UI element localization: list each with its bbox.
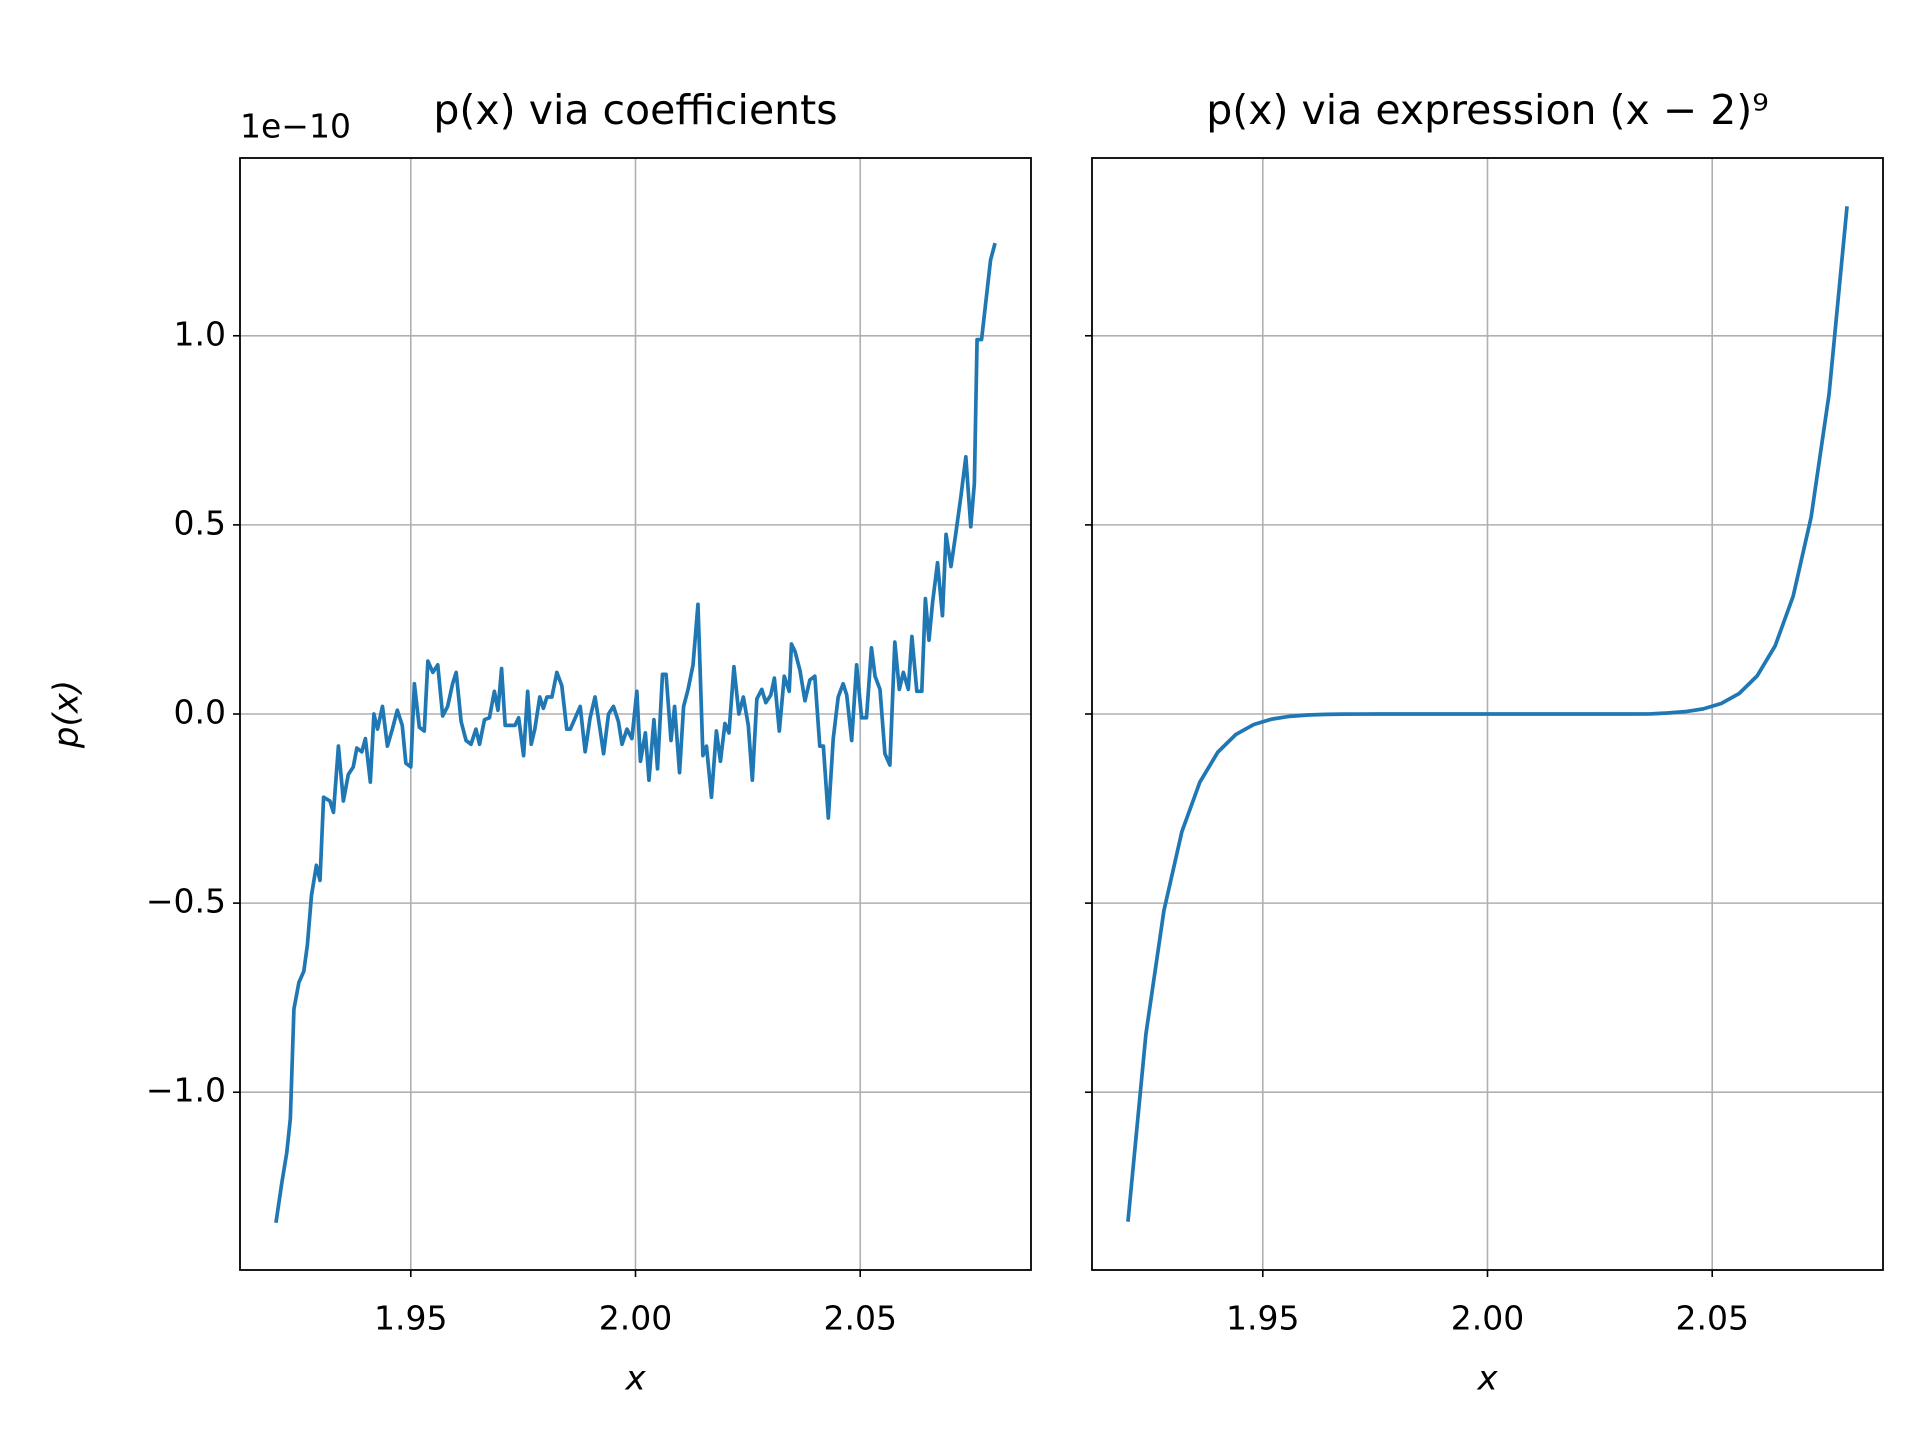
- y-offset-text: 1e−10: [240, 107, 351, 146]
- x-tick-label: 2.05: [1675, 1299, 1748, 1338]
- x-tick-label: 1.95: [374, 1299, 447, 1338]
- plot-frame: [1091, 157, 1884, 1271]
- y-axis-label: p(x): [47, 680, 87, 749]
- data-line: [274, 242, 997, 1223]
- y-tick-label: 0.0: [174, 693, 226, 732]
- y-tick-label: 0.5: [174, 503, 226, 542]
- x-tick-label: 2.00: [599, 1299, 672, 1338]
- x-axis-label: x: [1476, 1359, 1498, 1399]
- y-tick-label: −0.5: [146, 882, 226, 921]
- subplot-title: p(x) via coefficients: [433, 86, 837, 134]
- y-tick-label: −1.0: [146, 1071, 226, 1110]
- subplot-title: p(x) via expression (x − 2)⁹: [1206, 86, 1769, 134]
- data-line: [1126, 206, 1849, 1222]
- x-axis-label: x: [624, 1359, 646, 1399]
- x-tick-label: 2.05: [823, 1299, 896, 1338]
- x-tick-label: 1.95: [1226, 1299, 1299, 1338]
- y-tick-label: 1.0: [174, 314, 226, 353]
- x-tick-label: 2.00: [1451, 1299, 1524, 1338]
- plot-frame: [239, 157, 1032, 1271]
